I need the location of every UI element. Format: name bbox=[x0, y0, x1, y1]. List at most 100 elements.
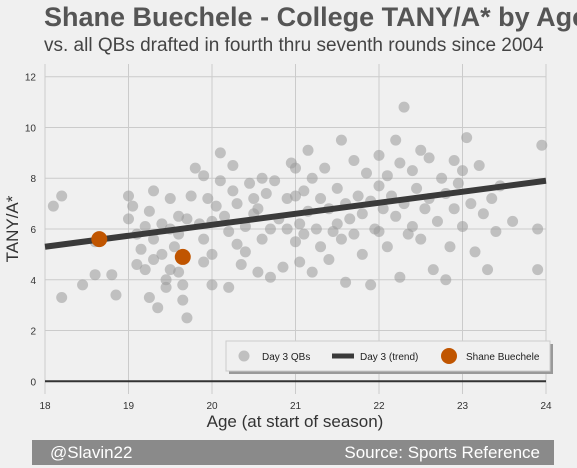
legend-label-buechele: Shane Buechele bbox=[466, 352, 540, 363]
qb-point bbox=[256, 172, 268, 184]
chart-subtitle: vs. all QBs drafted in fourth thru seven… bbox=[44, 35, 544, 56]
qb-point bbox=[490, 226, 502, 238]
qb-point bbox=[290, 190, 301, 202]
qb-point bbox=[335, 233, 347, 245]
qb-point bbox=[436, 172, 448, 184]
y-tick-8: 8 bbox=[30, 174, 36, 185]
qb-point bbox=[323, 253, 335, 265]
qb-point bbox=[294, 218, 306, 230]
x-tick-20: 20 bbox=[206, 401, 218, 412]
x-tick-23: 23 bbox=[457, 401, 469, 412]
qb-point bbox=[310, 223, 322, 235]
qb-point bbox=[214, 147, 226, 159]
qb-point bbox=[281, 223, 293, 235]
qb-point bbox=[315, 193, 327, 205]
qb-point bbox=[143, 292, 155, 304]
qb-point bbox=[202, 193, 214, 205]
qb-point bbox=[507, 215, 519, 227]
legend-label-day3: Day 3 QBs bbox=[262, 352, 310, 363]
qb-point bbox=[160, 281, 172, 293]
footer-handle: @Slavin22 bbox=[50, 443, 133, 462]
x-tick-18: 18 bbox=[39, 401, 51, 412]
buechele-point bbox=[174, 248, 191, 265]
qb-point bbox=[373, 180, 385, 192]
qb-point bbox=[177, 279, 189, 291]
x-tick-labels: 18 19 20 21 22 23 24 bbox=[39, 401, 552, 412]
qb-point bbox=[398, 101, 410, 113]
qb-point bbox=[461, 132, 473, 144]
chart-title: Shane Buechele - College TANY/A* by Age bbox=[44, 2, 577, 32]
qb-point bbox=[135, 243, 147, 255]
qb-point bbox=[56, 292, 68, 304]
qb-point bbox=[298, 185, 310, 197]
y-tick-10: 10 bbox=[25, 123, 37, 134]
qb-point bbox=[457, 220, 468, 232]
qb-point bbox=[373, 226, 385, 238]
qb-point bbox=[47, 200, 59, 212]
qb-point bbox=[427, 264, 439, 276]
qb-point bbox=[340, 276, 352, 288]
qb-point bbox=[106, 269, 118, 281]
buechele-points bbox=[91, 231, 191, 265]
qb-point bbox=[156, 218, 168, 230]
qb-point bbox=[298, 228, 310, 240]
qb-point bbox=[482, 264, 494, 276]
qb-point bbox=[406, 165, 418, 177]
qb-point bbox=[415, 233, 427, 245]
qb-point bbox=[532, 264, 544, 276]
qb-point bbox=[181, 312, 193, 324]
qb-point bbox=[173, 266, 185, 278]
day3-qb-points bbox=[47, 101, 548, 324]
qb-point bbox=[164, 264, 176, 276]
x-tick-21: 21 bbox=[290, 401, 302, 412]
qb-point bbox=[198, 256, 210, 268]
qb-point bbox=[486, 193, 498, 205]
qb-point bbox=[394, 271, 406, 283]
qb-point bbox=[127, 200, 139, 212]
qb-point bbox=[168, 241, 180, 253]
legend-marker-buechele bbox=[441, 348, 457, 364]
qb-point bbox=[469, 246, 481, 258]
qb-point bbox=[377, 203, 389, 215]
qb-point bbox=[148, 253, 160, 265]
qb-point bbox=[352, 190, 364, 202]
qb-point bbox=[302, 144, 314, 156]
qb-point bbox=[227, 160, 239, 172]
legend: Day 3 QBs Day 3 (trend) Shane Buechele bbox=[225, 340, 553, 374]
qb-point bbox=[123, 190, 134, 202]
qb-point bbox=[143, 205, 155, 217]
qb-point bbox=[235, 259, 247, 271]
x-tick-22: 22 bbox=[373, 401, 385, 412]
qb-point bbox=[365, 279, 377, 291]
trend-line bbox=[44, 177, 547, 250]
qb-point bbox=[139, 220, 151, 232]
x-axis-label: Age (at start of season) bbox=[207, 412, 384, 431]
qb-point bbox=[185, 190, 197, 202]
qb-point bbox=[319, 162, 331, 174]
legend-marker-day3 bbox=[238, 350, 250, 362]
qb-point bbox=[277, 261, 289, 273]
qb-point bbox=[290, 236, 301, 248]
qb-point bbox=[198, 233, 210, 245]
qb-point bbox=[256, 233, 268, 245]
qb-point bbox=[214, 175, 226, 187]
qb-point bbox=[335, 134, 347, 146]
qb-point bbox=[440, 274, 452, 286]
qb-point bbox=[290, 162, 301, 174]
qb-point bbox=[210, 200, 222, 212]
y-tick-6: 6 bbox=[30, 225, 36, 236]
qb-point bbox=[348, 154, 360, 166]
qb-point bbox=[173, 210, 185, 222]
qb-point bbox=[281, 193, 293, 205]
y-tick-2: 2 bbox=[30, 327, 36, 338]
qb-point bbox=[110, 289, 122, 301]
qb-point bbox=[264, 271, 276, 283]
qb-point bbox=[360, 167, 372, 179]
qb-point bbox=[181, 213, 193, 225]
qb-point bbox=[160, 274, 172, 286]
footer-bar: @Slavin22 Source: Sports Reference bbox=[32, 440, 554, 465]
qb-point bbox=[306, 266, 318, 278]
qb-point bbox=[419, 203, 431, 215]
qb-point bbox=[423, 152, 435, 164]
qb-point bbox=[248, 193, 260, 205]
